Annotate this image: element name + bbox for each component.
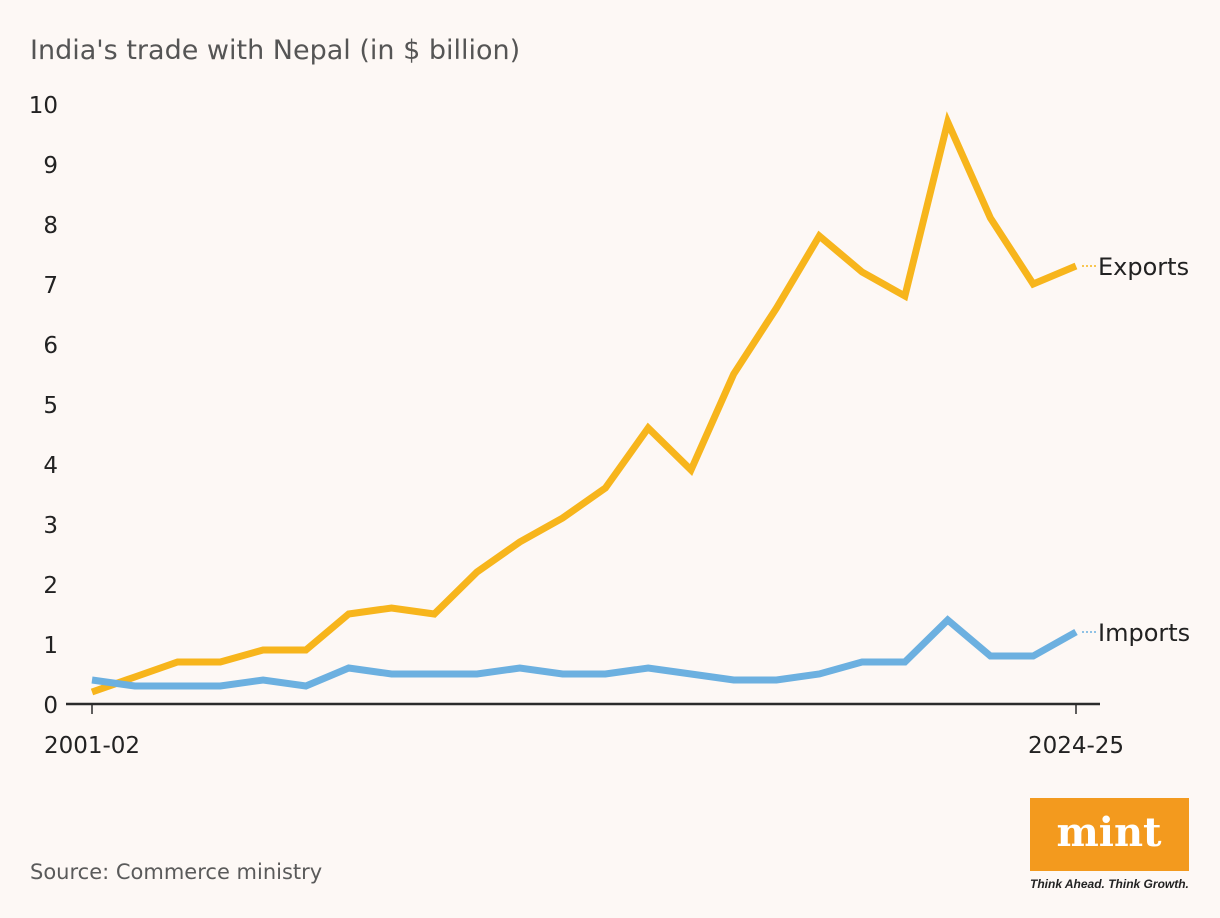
y-tick-label: 7 bbox=[43, 273, 58, 299]
mint-tagline: Think Ahead. Think Growth. bbox=[1030, 877, 1189, 891]
series-layer: Exports Imports bbox=[90, 111, 1190, 696]
y-tick-label: 2 bbox=[43, 573, 58, 599]
mint-logo: mint Think Ahead. Think Growth. bbox=[1030, 798, 1189, 891]
y-tick-label: 0 bbox=[43, 693, 58, 719]
chart-title: India's trade with Nepal (in $ billion) bbox=[30, 35, 520, 66]
x-tick-label: 2024-25 bbox=[1028, 733, 1124, 759]
mint-logo-box bbox=[1030, 798, 1189, 871]
y-tick-label: 1 bbox=[43, 633, 58, 659]
y-tick-label: 5 bbox=[43, 393, 58, 419]
series-line-imports bbox=[91, 615, 1078, 690]
x-axis-ticks: 2001-02 2024-25 bbox=[44, 704, 1124, 759]
y-axis-ticks: 0 1 2 3 4 5 6 7 8 9 10 bbox=[29, 93, 58, 719]
y-tick-label: 9 bbox=[43, 153, 58, 179]
series-label-imports: Imports bbox=[1098, 619, 1190, 647]
series-line-exports bbox=[90, 111, 1078, 696]
y-tick-label: 10 bbox=[29, 93, 58, 119]
series-label-exports: Exports bbox=[1098, 253, 1189, 281]
source-note: Source: Commerce ministry bbox=[30, 860, 322, 884]
x-tick-label: 2001-02 bbox=[44, 733, 140, 759]
y-tick-label: 4 bbox=[43, 453, 58, 479]
y-tick-label: 3 bbox=[43, 513, 58, 539]
y-tick-label: 8 bbox=[43, 213, 58, 239]
mint-logo-word: mint bbox=[1056, 809, 1162, 856]
y-tick-label: 6 bbox=[43, 333, 58, 359]
